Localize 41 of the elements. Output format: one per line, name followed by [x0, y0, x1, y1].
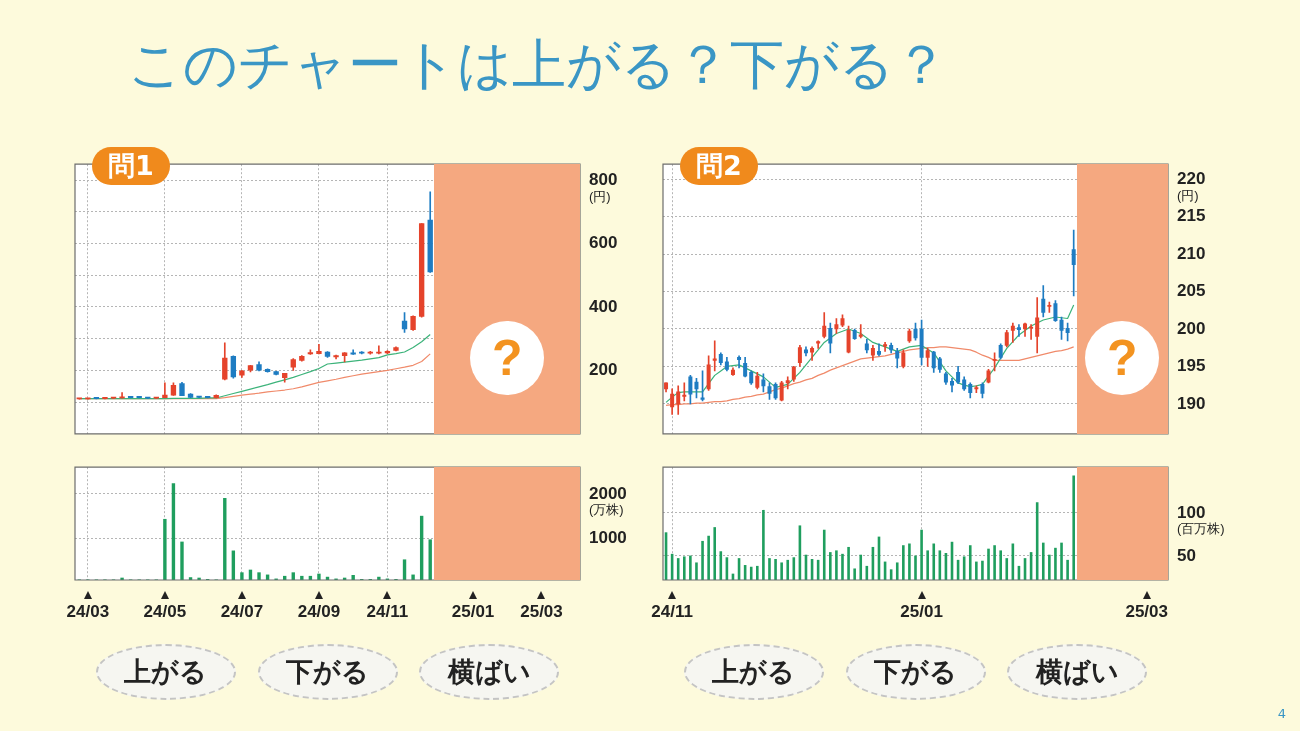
y-tick-label: 205 — [1177, 281, 1206, 301]
y-tick-label: 220 — [1177, 168, 1206, 188]
y-tick-label: 200 — [1177, 318, 1206, 338]
y-axis-title: (円) — [589, 188, 611, 204]
chart-title: このチャートは上がる？下がる？ — [128, 32, 948, 98]
x-tick-label: 25/03 — [1125, 601, 1168, 621]
y-tick-label: 1000 — [589, 528, 627, 548]
x-tick-label: 25/01 — [451, 601, 495, 621]
x-tick-label: 24/03 — [66, 601, 110, 621]
text: 上がる — [95, 644, 236, 700]
text: 横ばい — [1007, 644, 1148, 700]
y-tick-label: 800 — [589, 169, 618, 189]
y-tick-label: 600 — [589, 233, 618, 253]
y-tick-label: 215 — [1177, 206, 1206, 226]
x-tick-label: 24/11 — [651, 601, 693, 621]
text: 横ばい — [419, 644, 560, 700]
x-tick-label: 24/07 — [220, 601, 264, 621]
annotation: ? — [470, 321, 545, 396]
x-tick-label: 25/01 — [900, 601, 943, 621]
text: 上がる — [683, 644, 824, 700]
y-tick-label: 190 — [1177, 393, 1206, 413]
y-tick-label: 50 — [1177, 545, 1196, 565]
x-tick-label: 25/03 — [520, 601, 563, 621]
text: 下がる — [257, 644, 398, 700]
y-tick-label: 200 — [589, 360, 618, 380]
x-tick-label: 24/11 — [366, 601, 409, 621]
y-tick-label: 195 — [1177, 356, 1206, 376]
x-tick-label: 24/09 — [297, 601, 341, 621]
text: 下がる — [845, 644, 986, 700]
y-axis-title: (百万株) — [1177, 521, 1225, 537]
y-tick-label: 100 — [1177, 502, 1206, 522]
text: 4 — [1277, 706, 1286, 721]
y-tick-label: 400 — [589, 296, 618, 316]
y-tick-label: 210 — [1177, 243, 1206, 263]
annotation: ? — [1085, 321, 1160, 396]
chart-subtitle: 問1 — [92, 147, 170, 185]
y-tick-label: 2000 — [589, 483, 627, 503]
x-tick-label: 24/05 — [143, 601, 187, 621]
y-axis-title: (万株) — [589, 502, 624, 518]
chart-subtitle: 問2 — [680, 147, 758, 185]
y-axis-title: (円) — [1177, 187, 1199, 203]
